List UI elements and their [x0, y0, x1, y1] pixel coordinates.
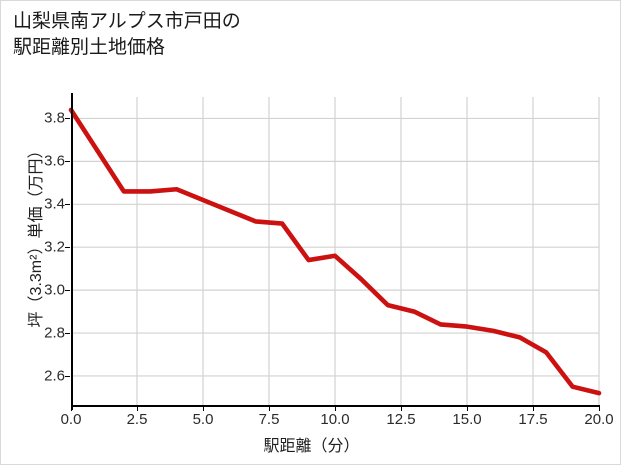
y-axis-tick-labels: 2.6 2.8 3.0 3.2 3.4 3.6 3.8 — [19, 97, 70, 406]
y-tick-label: 3.6 — [44, 152, 65, 170]
x-axis-label: 駅距離（分） — [263, 438, 360, 455]
y-tick-label: 2.8 — [44, 324, 65, 342]
y-tick-label: 3.8 — [44, 109, 65, 127]
y-tick-mark — [65, 204, 70, 206]
plot-area — [71, 97, 599, 411]
y-tick-mark — [65, 118, 70, 120]
x-tick-mark — [269, 406, 270, 411]
x-tick-mark — [599, 406, 600, 411]
x-tick-label: 2.5 — [126, 411, 148, 428]
gridlines — [71, 97, 599, 406]
y-tick-mark — [65, 161, 70, 163]
x-tick-label: 5.0 — [192, 411, 214, 428]
y-tick-label: 2.6 — [44, 367, 65, 385]
x-tick-mark — [137, 406, 138, 411]
y-tick-label: 3.0 — [44, 281, 65, 299]
x-tick-label: 20.0 — [584, 411, 614, 428]
y-axis-spine — [71, 93, 73, 410]
x-tick-mark — [401, 406, 402, 411]
y-tick-mark — [65, 290, 70, 292]
x-tick-label: 12.5 — [386, 411, 416, 428]
x-tick-label: 17.5 — [518, 411, 548, 428]
y-axis-label: 坪（3.3m²）単価（万円） — [28, 142, 45, 328]
x-tick-label: 15.0 — [452, 411, 482, 428]
x-tick-label: 10.0 — [320, 411, 350, 428]
x-tick-label: 7.5 — [258, 411, 280, 428]
x-tick-mark — [467, 406, 468, 411]
y-tick-label: 3.4 — [44, 195, 65, 213]
y-tick-label: 3.2 — [44, 238, 65, 256]
x-tick-mark — [533, 406, 534, 411]
chart-title: 山梨県南アルプス市戸田の 駅距離別土地価格 — [13, 11, 241, 58]
x-tick-mark — [335, 406, 336, 411]
y-tick-mark — [65, 333, 70, 335]
x-tick-mark — [203, 406, 204, 411]
y-tick-mark — [65, 375, 70, 377]
price-line-series — [71, 97, 599, 406]
x-tick-label: 0.0 — [60, 411, 82, 428]
x-axis-spine — [71, 405, 600, 407]
y-tick-mark — [65, 247, 70, 249]
x-axis-tick-labels: 0.0 2.5 5.0 7.5 10.0 12.5 15.0 17.5 20.0 — [61, 411, 614, 433]
